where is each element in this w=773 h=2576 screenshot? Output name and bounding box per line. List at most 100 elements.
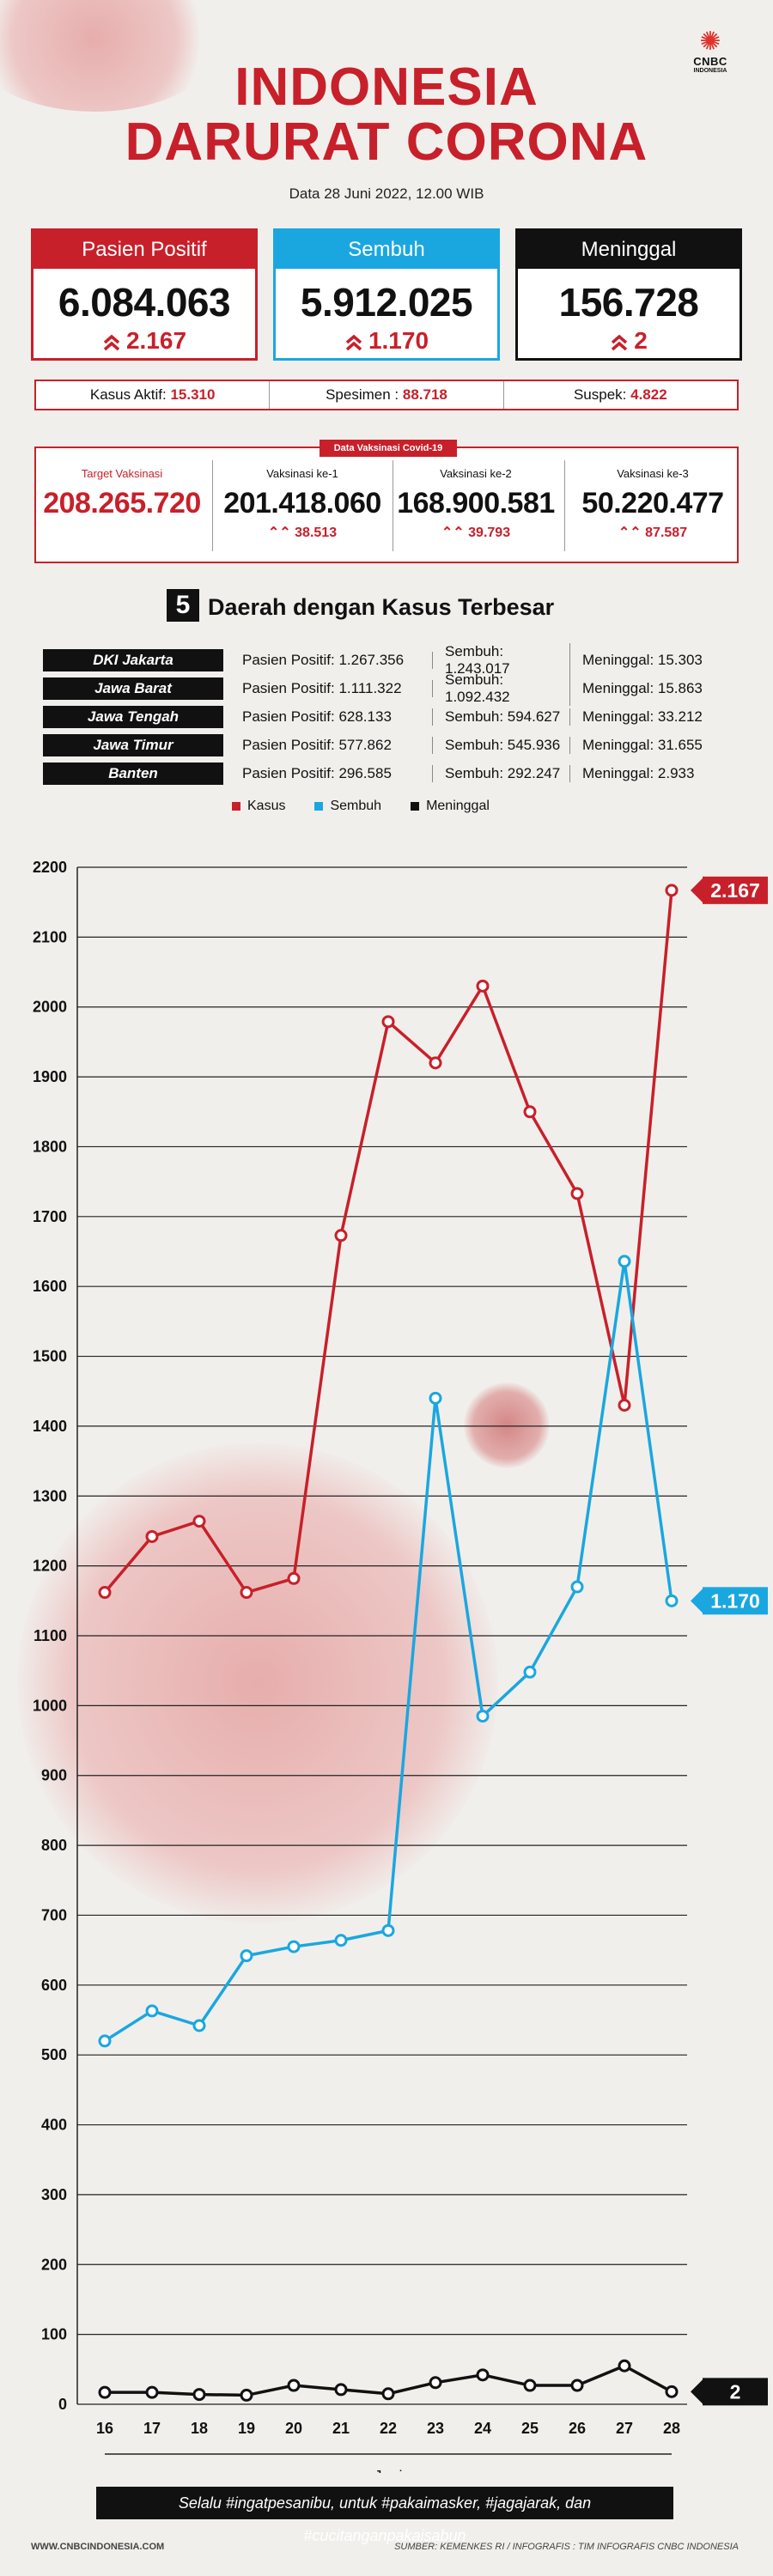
footer-tagline: Selalu #ingatpesanibu, untuk #pakaimaske… <box>96 2487 673 2544</box>
region-sembuh: Sembuh: 1.243.017 <box>433 642 570 677</box>
stat-card-delta: 1.170 <box>276 327 497 355</box>
region-sembuh: Sembuh: 594.627 <box>433 708 570 726</box>
data-point-sembuh <box>665 1594 679 1607</box>
data-point-kasus <box>618 1399 631 1412</box>
summary-aktif-value: 15.310 <box>170 386 216 403</box>
region-sembuh: Sembuh: 1.092.432 <box>433 671 570 706</box>
vax-dose3-value: 50.220.477 <box>581 487 724 519</box>
data-point-sembuh <box>145 2004 159 2018</box>
data-point-meninggal <box>618 2359 631 2372</box>
vax-dose2-value: 168.900.581 <box>397 487 555 519</box>
data-point-meninggal <box>240 2388 253 2402</box>
region-name: DKI Jakarta <box>43 648 223 671</box>
x-tick-label: 19 <box>238 2420 255 2437</box>
vax-target-label: Target Vaksinasi <box>81 467 163 480</box>
line-chart: 0 100 200 300 400 500 600 700 800 900 1000 1100 1200… <box>33 859 768 2473</box>
end-label-box <box>703 1587 768 1615</box>
footer-site: WWW.CNBCINDONESIA.COM <box>31 2542 165 2552</box>
double-chevron-up-icon <box>612 334 628 350</box>
data-point-sembuh <box>240 1949 253 1963</box>
data-point-kasus <box>334 1229 348 1242</box>
stat-card-label: Meninggal <box>518 231 740 269</box>
data-point-meninggal <box>570 2379 584 2392</box>
data-point-meninggal <box>192 2388 206 2402</box>
region-table: DKI Jakarta Pasien Positif: 1.267.356 Se… <box>43 642 730 787</box>
footer-credits: SUMBER: KEMENKES RI / INFOGRAFIS : TIM I… <box>394 2542 739 2552</box>
vax-dose3: Vaksinasi ke-3 50.220.477 ⌃⌃ 87.587 <box>567 460 739 551</box>
region-meninggal: Meninggal: 31.655 <box>582 736 703 753</box>
data-point-kasus <box>240 1586 253 1600</box>
x-tick-label: 23 <box>427 2420 444 2437</box>
y-tick-label: 1800 <box>33 1138 67 1155</box>
end-label-value: 2.167 <box>710 879 760 902</box>
footer: WWW.CNBCINDONESIA.COM SUMBER: KEMENKES R… <box>0 2542 773 2564</box>
x-tick-label: 21 <box>332 2420 350 2437</box>
data-point-sembuh <box>192 2019 206 2032</box>
vax-dose3-delta: ⌃⌃ 87.587 <box>618 526 688 540</box>
series-line-sembuh <box>104 1260 673 2043</box>
vax-dose2-delta-value: 39.793 <box>468 526 511 540</box>
vax-dose3-label: Vaksinasi ke-3 <box>617 467 689 480</box>
region-meninggal: Meninggal: 15.863 <box>582 679 703 696</box>
y-tick-label: 2000 <box>33 999 67 1016</box>
region-name: Banten <box>43 762 223 785</box>
y-tick-label: 1600 <box>33 1278 67 1295</box>
data-point-kasus <box>287 1571 301 1585</box>
y-tick-label: 1300 <box>33 1487 67 1504</box>
legend-swatch <box>232 802 240 811</box>
summary-aktif: Kasus Aktif: 15.310 <box>36 381 269 409</box>
data-point-sembuh <box>334 1934 348 1947</box>
y-tick-label: 1100 <box>33 1627 67 1644</box>
stat-card-delta-value: 2 <box>634 327 648 354</box>
region-positif: Pasien Positif: 628.133 <box>242 708 433 726</box>
region-positif: Pasien Positif: 1.267.356 <box>242 651 433 669</box>
summary-spesimen-label: Spesimen : <box>326 386 399 403</box>
y-tick-label: 100 <box>41 2326 67 2343</box>
vax-dose1: Vaksinasi ke-1 201.418.060 ⌃⌃ 38.513 <box>216 460 388 551</box>
stat-card-delta: 2 <box>518 327 740 355</box>
legend-swatch <box>411 802 420 811</box>
region-meninggal: Meninggal: 15.303 <box>582 651 703 668</box>
stat-card-sembuh: Sembuh 5.912.025 1.170 <box>273 228 500 361</box>
x-tick-label: 17 <box>143 2420 161 2437</box>
summary-spesimen: Spesimen : 88.718 <box>269 381 502 409</box>
y-tick-label: 300 <box>41 2186 67 2203</box>
y-tick-label: 800 <box>41 1837 67 1854</box>
summary-aktif-label: Kasus Aktif: <box>89 386 167 403</box>
report-date: Data 28 Juni 2022, 12.00 WIB <box>289 185 484 202</box>
region-positif: Pasien Positif: 1.111.322 <box>242 679 433 697</box>
vax-dose1-value: 201.418.060 <box>223 487 381 519</box>
table-row: Jawa Timur Pasien Positif: 577.862 Sembu… <box>43 731 730 759</box>
y-tick-label: 1000 <box>33 1697 67 1714</box>
series-line-kasus <box>103 890 673 1595</box>
table-row: Jawa Barat Pasien Positif: 1.111.322 Sem… <box>43 671 730 706</box>
data-point-kasus <box>381 1015 395 1029</box>
legend-item-kasus: Kasus <box>232 799 285 814</box>
y-tick-label: 500 <box>41 2046 67 2063</box>
vax-dose2-label: Vaksinasi ke-2 <box>440 467 512 480</box>
x-tick-label: 22 <box>380 2420 397 2437</box>
page-title-line1: INDONESIA <box>234 58 539 117</box>
y-tick-label: 1900 <box>33 1068 67 1085</box>
y-tick-label: 700 <box>41 1906 67 1923</box>
end-label-pointer <box>691 878 703 902</box>
end-label-pointer <box>691 1589 703 1613</box>
x-tick-label: 25 <box>521 2420 539 2437</box>
x-tick-label: 20 <box>285 2420 302 2437</box>
end-label-value: 2 <box>730 2380 741 2403</box>
data-point-kasus <box>98 1586 112 1600</box>
summary-suspek-label: Suspek: <box>573 386 627 403</box>
data-point-sembuh <box>287 1940 301 1953</box>
legend-label: Kasus <box>247 799 286 813</box>
peacock-icon: ✺ <box>699 27 721 56</box>
data-point-sembuh <box>476 1710 490 1723</box>
stat-card-delta-value: 1.170 <box>368 327 429 354</box>
region-meninggal: Meninggal: 2.933 <box>582 764 695 781</box>
summary-suspek-value: 4.822 <box>630 386 667 403</box>
data-point-sembuh <box>429 1391 442 1405</box>
vax-dose3-delta-value: 87.587 <box>645 526 688 540</box>
data-point-meninggal <box>523 2379 537 2392</box>
data-point-meninggal <box>381 2387 395 2401</box>
x-tick-label: 28 <box>663 2420 680 2437</box>
legend-label: Meninggal <box>426 799 490 813</box>
